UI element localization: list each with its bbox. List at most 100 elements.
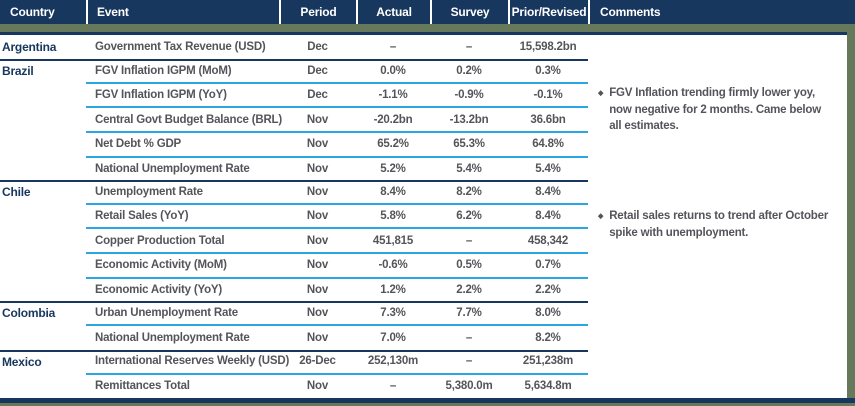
prior-cell: 458,342 (527, 234, 569, 247)
comments-cell (588, 35, 855, 59)
group-rows: FGV Inflation IGPM (MoM) Dec 0.0% 0.2% 0… (86, 59, 588, 180)
group-rows: Unemployment Rate Nov 8.4% 8.2% 8.4% Ret… (86, 180, 588, 301)
bottom-rule (0, 398, 855, 403)
actual-cell: 8.4% (380, 185, 406, 198)
survey-cell: 0.2% (456, 64, 482, 77)
top-rule (0, 32, 855, 35)
actual-cell: -1.1% (378, 89, 408, 102)
actual-cell: 5.2% (380, 162, 406, 175)
prior-cell: 5.4% (535, 162, 561, 175)
prior-cell: 251,238m (522, 355, 574, 368)
comments-cell: ◆ FGV Inflation trending firmly lower yo… (588, 59, 855, 180)
table-row: National Unemployment Rate Nov 7.0% – 8.… (86, 326, 588, 349)
event-cell: Government Tax Revenue (USD) (95, 41, 266, 54)
header-cell-comments: Comments (588, 0, 855, 24)
event-cell: Economic Activity (YoY) (95, 283, 223, 296)
survey-cell: 7.7% (456, 306, 482, 319)
period-cell: Nov (306, 138, 329, 151)
country-group-argentina: Argentina Government Tax Revenue (USD) D… (0, 35, 855, 59)
event-cell: Net Debt % GDP (95, 138, 182, 151)
period-cell: 26-Dec (299, 355, 336, 368)
actual-cell: 7.3% (380, 306, 406, 319)
survey-cell: – (465, 234, 473, 247)
header-cell-country: Country (10, 5, 55, 19)
country-group-colombia: Colombia Urban Unemployment Rate Nov 7.3… (0, 301, 855, 349)
table-row: Unemployment Rate Nov 8.4% 8.2% 8.4% (86, 180, 588, 205)
event-cell: Economic Activity (MoM) (95, 259, 227, 272)
actual-cell: 5.8% (380, 210, 406, 223)
period-cell: Nov (306, 162, 329, 175)
survey-cell: 5.4% (456, 162, 482, 175)
group-rows: International Reserves Weekly (USD) 26-D… (86, 350, 588, 398)
event-cell: FGV Inflation IGPM (YoY) (95, 89, 227, 102)
header-cell-survey: Survey (430, 0, 508, 24)
table-row: Net Debt % GDP Nov 65.2% 65.3% 64.8% (86, 133, 588, 158)
bottom-accent-band (0, 403, 855, 406)
actual-cell: 451,815 (372, 234, 414, 247)
table-header: Country Event Period Actual Survey Prior… (0, 0, 855, 24)
survey-cell: 2.2% (456, 283, 482, 296)
event-cell: Copper Production Total (95, 234, 225, 247)
header-cell-event: Event (86, 0, 279, 24)
event-cell: Urban Unemployment Rate (95, 306, 239, 319)
period-cell: Nov (306, 185, 329, 198)
event-cell: Remittances Total (95, 380, 190, 393)
actual-cell: -20.2bn (373, 113, 413, 126)
table-body: Argentina Government Tax Revenue (USD) D… (0, 35, 855, 398)
survey-cell: -0.9% (454, 89, 484, 102)
event-cell: National Unemployment Rate (95, 162, 250, 175)
survey-cell: 6.2% (456, 210, 482, 223)
comments-cell (588, 350, 855, 398)
comment-text: FGV Inflation trending firmly lower yoy,… (609, 87, 821, 132)
table-row: Remittances Total Nov – 5,380.0m 5,634.8… (86, 375, 588, 398)
table-row: National Unemployment Rate Nov 5.2% 5.4%… (86, 158, 588, 181)
actual-cell: 65.2% (377, 138, 409, 151)
period-cell: Dec (307, 41, 328, 54)
period-cell: Nov (306, 332, 329, 344)
prior-cell: 0.3% (535, 64, 561, 77)
actual-cell: -0.6% (378, 259, 408, 272)
event-cell: Central Govt Budget Balance (BRL) (95, 113, 283, 126)
table-row: International Reserves Weekly (USD) 26-D… (86, 350, 588, 375)
period-cell: Nov (306, 380, 329, 393)
prior-cell: 0.7% (535, 259, 561, 272)
event-cell: International Reserves Weekly (USD) (95, 355, 290, 368)
table-row: FGV Inflation IGPM (MoM) Dec 0.0% 0.2% 0… (86, 59, 588, 84)
prior-cell: -0.1% (533, 89, 563, 102)
survey-cell: 5,380.0m (445, 380, 493, 393)
survey-cell: 0.5% (456, 259, 482, 272)
event-cell: Unemployment Rate (95, 185, 203, 198)
prior-cell: 15,598.2bn (519, 41, 577, 54)
actual-cell: 1.2% (380, 283, 406, 296)
bullet-icon: ◆ (598, 213, 604, 221)
event-cell: Retail Sales (YoY) (95, 210, 189, 223)
right-accent-strip (847, 24, 855, 398)
actual-cell: 252,130m (367, 355, 419, 368)
country-group-mexico: Mexico International Reserves Weekly (US… (0, 349, 855, 398)
survey-cell: -13.2bn (449, 113, 489, 126)
survey-cell: 65.3% (453, 138, 485, 151)
header-cell-period: Period (279, 0, 356, 24)
table-row: Copper Production Total Nov 451,815 – 45… (86, 229, 588, 254)
header-cell-prior: Prior/Revised (508, 0, 588, 24)
comments-cell (588, 301, 855, 349)
country-group-brazil: Brazil FGV Inflation IGPM (MoM) Dec 0.0%… (0, 59, 855, 180)
table-row: FGV Inflation IGPM (YoY) Dec -1.1% -0.9%… (86, 84, 588, 109)
event-cell: National Unemployment Rate (95, 332, 250, 344)
prior-cell: 36.6bn (530, 113, 566, 126)
country-label-colombia: Colombia (2, 306, 56, 321)
table-row: Government Tax Revenue (USD) Dec – – 15,… (86, 35, 588, 59)
period-cell: Nov (306, 306, 329, 319)
actual-cell: – (389, 41, 397, 54)
actual-cell: 7.0% (380, 332, 406, 344)
period-cell: Nov (306, 113, 329, 126)
country-label-chile: Chile (2, 185, 31, 200)
event-cell: FGV Inflation IGPM (MoM) (95, 64, 232, 77)
period-cell: Dec (307, 64, 328, 77)
prior-cell: 8.4% (535, 210, 561, 223)
comments-cell: ◆ Retail sales returns to trend after Oc… (588, 180, 855, 301)
group-rows: Urban Unemployment Rate Nov 7.3% 7.7% 8.… (86, 301, 588, 349)
comment-text: Retail sales returns to trend after Octo… (609, 210, 829, 239)
actual-cell: – (389, 380, 397, 393)
